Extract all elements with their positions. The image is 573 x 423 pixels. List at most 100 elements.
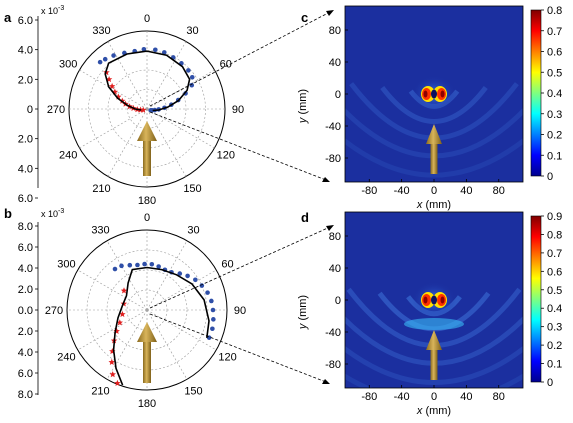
x-tick-label: 0 [431,391,437,403]
panel-label-d: d [301,210,309,225]
y-tick-label: 0 [335,295,341,307]
data-point-circle [189,75,195,80]
heatmap-d: -80 -40 0 40 80 80 40 0 -40 -80 0 0.1 0.2 0.3 0.4 0.5 0… [297,211,562,417]
data-point-circle [135,262,140,268]
angle-tick-label: 120 [217,150,235,162]
data-point-circle [209,298,214,304]
data-point-circle [148,108,153,113]
colorbar-tick-label: 0.9 [547,211,562,223]
exponent-label-b: x 10-3 [41,208,64,219]
radial-tick-label: 8.0 [18,221,33,233]
data-point-star [115,93,122,100]
data-point-circle [111,53,116,58]
data-point-star [109,371,116,378]
wavefront [380,86,488,124]
data-point-circle [149,261,155,267]
radial-tick-label: 2.0 [18,74,33,86]
scatterer [431,89,437,99]
data-point-star [111,88,119,95]
colorbar-c [530,9,542,177]
angle-tick-label: 240 [57,352,75,364]
x-tick-label: -40 [394,391,410,403]
panel-label-a: a [4,10,12,25]
x-tick-label: 40 [460,391,472,403]
polar-spoke [106,309,148,380]
x-tick-label: -80 [361,185,377,197]
data-point-circle [189,82,195,88]
data-point-circle [153,47,158,53]
connector-arrowhead [326,225,334,231]
data-point-star [119,310,126,318]
colorbar-tick-label: 0 [547,377,553,389]
data-point-circle [177,271,183,276]
data-point-circle [210,307,216,313]
fit-curve [146,266,210,339]
data-point-circle [142,261,147,267]
angle-tick-label: 150 [183,183,201,195]
incident-arrow [137,322,157,383]
y-tick-label: 40 [329,57,341,69]
polar-plot-b: x 10-3 8.0 6.0 4.0 2.0 0.0 2.0 4.0 6.0 8.0 0 30 60… [18,208,246,410]
radial-tick-label: 2.0 [18,284,33,296]
polar-spoke [146,69,215,110]
data-point-star [108,358,115,365]
y-tick-label: -40 [325,121,341,133]
connector-arrowhead [322,177,330,182]
wavefront [345,345,523,386]
x-tick-label: 80 [493,185,505,197]
heatmap-c: -80 -40 0 40 80 80 40 0 -40 -80 0 0.1 0.2 0.3 0.4 0.5 0… [297,5,562,211]
colorbar-tick-label: 0.4 [547,303,562,315]
angle-tick-label: 120 [218,352,236,364]
fit-curve [112,266,148,386]
colorbar-tick-label: 0.8 [547,5,562,17]
data-point-circle [199,283,205,288]
data-point-circle [127,262,133,268]
data-point-circle [205,290,210,295]
hot-spot-peak [440,90,445,98]
y-tick-label: -80 [325,359,341,371]
angle-tick-label: 0 [144,212,150,224]
colorbar-tick-label: 0.6 [547,266,562,278]
polar-spoke [107,41,148,110]
colorbar-tick-label: 0.3 [547,322,562,334]
fit-curve [146,50,191,112]
polar-plot-a: x 10-3 6.0 4.0 2.0 0 2.0 4.0 6.0 0 30 60 90 120 150… [18,5,244,207]
radial-tick-label: 6.0 [18,15,33,27]
x-tick-label: 80 [493,391,505,403]
polar-spoke [146,240,188,311]
data-point-circle [186,68,191,73]
angle-tick-label: 180 [138,398,156,410]
colorbar-tick-label: 0.8 [547,229,562,241]
radial-tick-label: 2.0 [18,134,33,146]
radial-tick-label: 4.0 [18,163,33,175]
angle-tick-label: 300 [57,259,75,271]
radial-tick-label: 0.0 [18,305,33,317]
y-tick-label: 40 [329,263,341,275]
ylabel-d: y (mm) [297,295,309,330]
polar-ring [127,89,167,129]
angle-tick-label: 30 [186,25,198,37]
polar-spoke [79,108,148,149]
angle-tick-label: 300 [59,59,77,71]
connector-arrow-b-bottom [149,313,327,383]
angle-tick-label: 90 [234,305,246,317]
radial-tick-label: 6.0 [18,368,33,380]
hot-spot-peak [423,90,428,98]
polar-spoke [77,309,148,351]
radial-tick-label: 8.0 [18,389,33,401]
polar-spoke [106,240,148,311]
angle-tick-label: 30 [187,224,199,236]
data-point-circle [161,50,167,55]
angle-tick-label: 0 [144,13,150,25]
data-point-circle [211,317,216,322]
x-tick-label: 40 [460,185,472,197]
colorbar-tick-label: 0.7 [547,26,562,38]
hot-spot-peak [440,296,445,304]
y-tick-label: 80 [329,231,341,243]
data-point-star [113,327,120,334]
xlabel-c: x (mm) [416,199,451,211]
y-tick-label: 0 [335,89,341,101]
data-point-star [140,106,147,113]
incident-arrow [426,330,442,380]
polar-spoke [146,309,188,380]
